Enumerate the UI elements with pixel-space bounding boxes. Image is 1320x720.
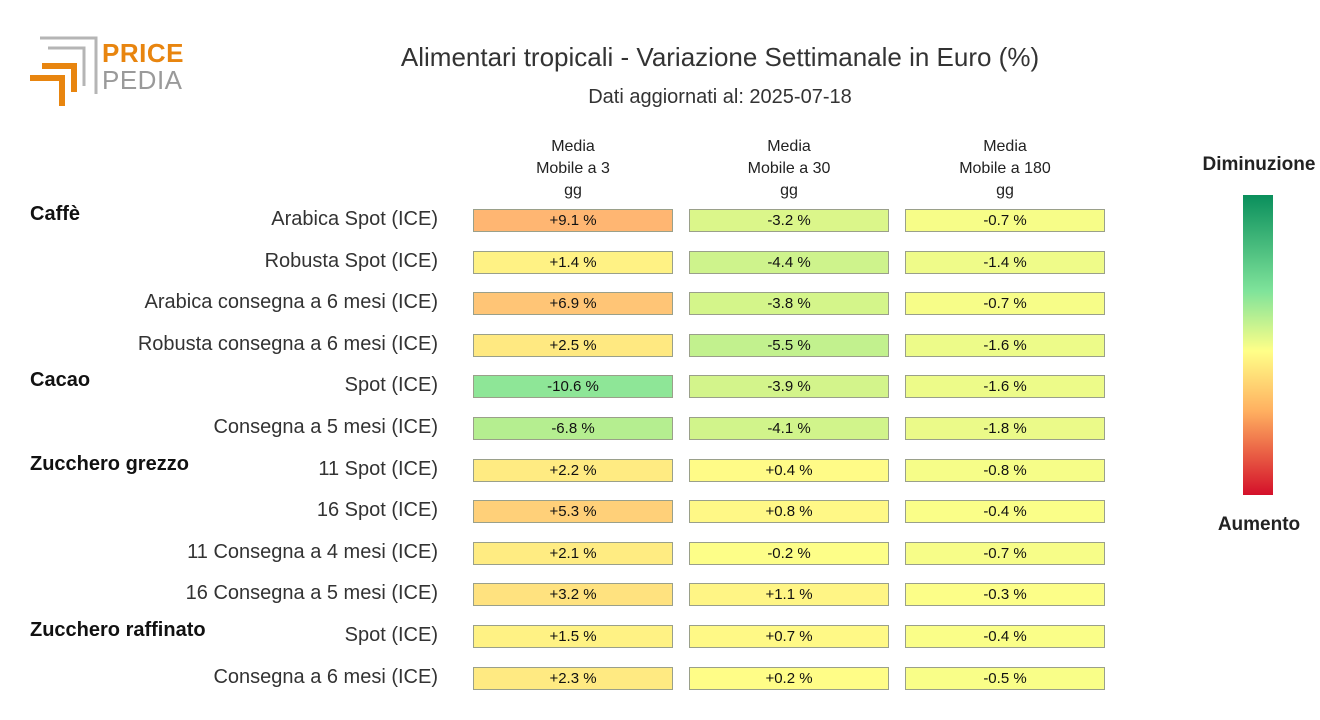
logo-price-text: PRICE — [102, 38, 184, 68]
group-label: Zucchero grezzo — [30, 452, 189, 475]
column-header: Media Mobile a 3 gg — [473, 136, 673, 202]
heatmap-cell: +1.4 % — [473, 250, 673, 274]
logo-mark — [30, 36, 98, 106]
heatmap-cell: +1.1 % — [689, 583, 889, 607]
row-label: 16 Consegna a 5 mesi (ICE) — [185, 582, 438, 605]
pricepedia-logo: PRICE PEDIA — [28, 36, 188, 111]
column-header-line: Mobile a 3 — [536, 160, 610, 177]
group-label: Caffè — [30, 203, 81, 225]
column-header-line: Mobile a 180 — [959, 160, 1051, 177]
group-label: Zucchero raffinato — [30, 619, 206, 641]
heatmap-cell: -0.2 % — [689, 541, 889, 565]
heatmap-cell: -5.5 % — [689, 333, 889, 357]
column-header-line: gg — [564, 182, 582, 199]
row-label: Robusta Spot (ICE) — [264, 249, 438, 272]
heatmap-cell: +0.4 % — [689, 458, 889, 482]
heatmap-cell: -0.8 % — [905, 458, 1105, 482]
heatmap-cell: -0.3 % — [905, 583, 1105, 607]
group-label: Cacao — [30, 369, 91, 392]
heatmap-cell: -0.7 % — [905, 292, 1105, 316]
row-label: 11 Spot (ICE) — [318, 457, 438, 480]
row-label: Spot (ICE) — [344, 374, 438, 397]
column-header-line: gg — [996, 182, 1014, 199]
logo-pedia-text: PEDIA — [102, 65, 183, 95]
row-label: Arabica consegna a 6 mesi (ICE) — [144, 291, 438, 314]
heatmap-cell: -4.4 % — [689, 250, 889, 274]
heatmap-cell: -0.4 % — [905, 500, 1105, 524]
heatmap-cell: +2.2 % — [473, 458, 673, 482]
row-label: Arabica Spot (ICE) — [271, 208, 438, 230]
legend-top-label: Diminuzione — [1202, 154, 1316, 175]
column-header-line: gg — [780, 182, 798, 199]
heatmap-cell: -6.8 % — [473, 417, 673, 440]
heatmap-cell: -1.8 % — [905, 417, 1105, 440]
heatmap-cell: +2.3 % — [473, 666, 673, 690]
heatmap-cell: +5.3 % — [473, 500, 673, 524]
column-header-line: Media — [983, 138, 1027, 155]
column-header-line: Mobile a 30 — [747, 160, 831, 177]
chart-subtitle: Dati aggiornati al: 2025-07-18 — [588, 86, 852, 108]
chart-title: Alimentari tropicali - Variazione Settim… — [400, 42, 1040, 72]
row-label: Consegna a 5 mesi (ICE) — [213, 416, 438, 438]
heatmap-cell: +0.8 % — [689, 500, 889, 524]
heatmap-cell: -3.9 % — [689, 375, 889, 399]
legend-bottom-label: Aumento — [1217, 514, 1301, 535]
heatmap-cell: -0.7 % — [905, 209, 1105, 232]
heatmap-cell: +0.2 % — [689, 666, 889, 690]
heatmap-cell: -0.7 % — [905, 541, 1105, 565]
heatmap-cell: -0.4 % — [905, 625, 1105, 648]
row-label: 16 Spot (ICE) — [316, 499, 438, 522]
heatmap-cell: -1.4 % — [905, 250, 1105, 274]
row-label: Spot (ICE) — [344, 624, 438, 646]
heatmap-cell: -1.6 % — [905, 375, 1105, 399]
heatmap-cell: -3.2 % — [689, 209, 889, 232]
heatmap-cell: +2.1 % — [473, 541, 673, 565]
column-header-line: Media — [551, 138, 595, 155]
column-header: Media Mobile a 180 gg — [905, 136, 1105, 202]
column-header: Media Mobile a 30 gg — [689, 136, 889, 202]
heatmap-cell: -10.6 % — [473, 375, 673, 399]
heatmap-cell: -3.8 % — [689, 292, 889, 316]
row-label: Consegna a 6 mesi (ICE) — [213, 665, 438, 688]
heatmap-cell: +3.2 % — [473, 583, 673, 607]
heatmap-cell: +6.9 % — [473, 292, 673, 316]
heatmap-cell: -1.6 % — [905, 333, 1105, 357]
heatmap-cell: +2.5 % — [473, 333, 673, 357]
column-header-line: Media — [767, 138, 811, 155]
row-label: Robusta consegna a 6 mesi (ICE) — [137, 332, 438, 355]
row-label: 11 Consegna a 4 mesi (ICE) — [187, 540, 438, 563]
legend-color-scale — [1243, 195, 1273, 495]
heatmap-cell: +0.7 % — [689, 625, 889, 648]
heatmap-cell: -0.5 % — [905, 666, 1105, 690]
heatmap-cell: +9.1 % — [473, 209, 673, 232]
heatmap-cell: +1.5 % — [473, 625, 673, 648]
heatmap-cell: -4.1 % — [689, 417, 889, 440]
